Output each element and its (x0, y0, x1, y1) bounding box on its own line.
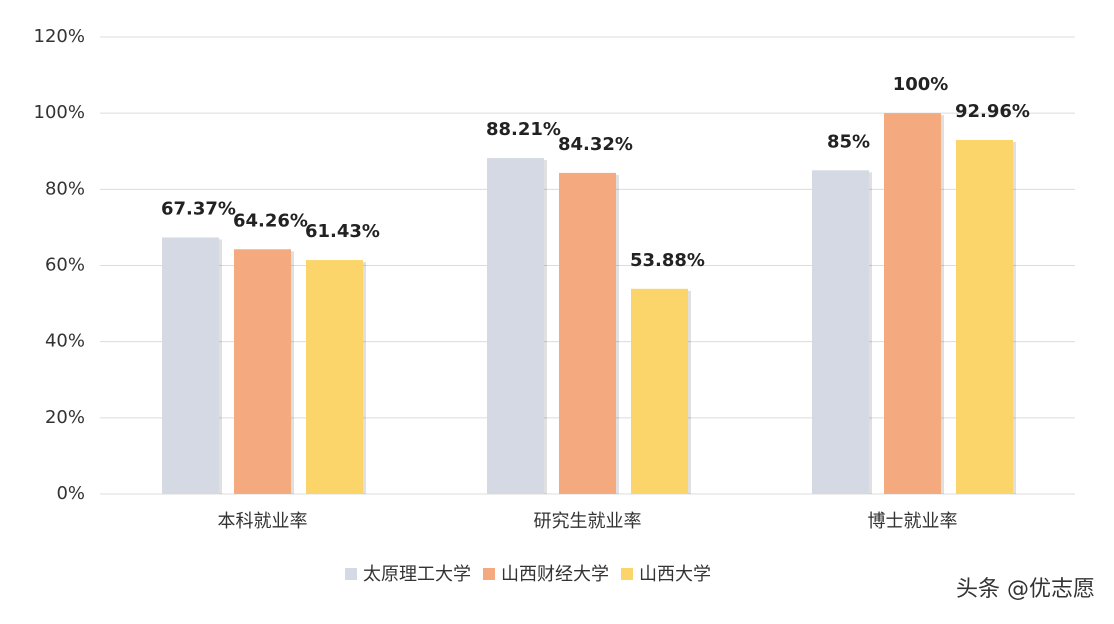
y-tick-label: 40% (45, 331, 85, 352)
bar (234, 249, 291, 494)
legend-swatch (483, 568, 495, 580)
bar (956, 139, 1013, 494)
bar (306, 260, 363, 494)
legend-label: 山西大学 (639, 564, 711, 585)
y-tick-label: 20% (45, 407, 85, 428)
x-tick-label: 研究生就业率 (534, 511, 642, 532)
value-label: 85% (827, 131, 870, 152)
bar (631, 288, 688, 494)
value-label: 92.96% (955, 101, 1030, 122)
y-tick-label: 60% (45, 255, 85, 276)
value-label: 64.26% (233, 210, 308, 231)
credit: 头条 @优志愿 (956, 577, 1095, 602)
y-tick-label: 80% (45, 178, 85, 199)
legend-swatch (345, 568, 357, 580)
bar (884, 113, 941, 495)
bar (487, 158, 544, 495)
legend-swatch (621, 568, 633, 580)
bar (812, 170, 869, 494)
legend-label: 太原理工大学 (363, 564, 471, 585)
value-label: 84.32% (558, 134, 633, 155)
bar (559, 172, 616, 494)
value-label: 61.43% (305, 221, 380, 242)
x-tick-label: 本科就业率 (218, 511, 308, 532)
value-label: 53.88% (630, 250, 705, 271)
legend-label: 山西财经大学 (501, 564, 609, 585)
bar (162, 237, 219, 494)
x-tick-label: 博士就业率 (868, 511, 958, 532)
value-label: 88.21% (486, 119, 561, 140)
y-tick-label: 100% (34, 102, 85, 123)
y-tick-label: 120% (34, 26, 85, 47)
y-tick-label: 0% (56, 483, 85, 504)
value-label: 100% (893, 74, 949, 95)
value-label: 67.37% (161, 198, 236, 219)
